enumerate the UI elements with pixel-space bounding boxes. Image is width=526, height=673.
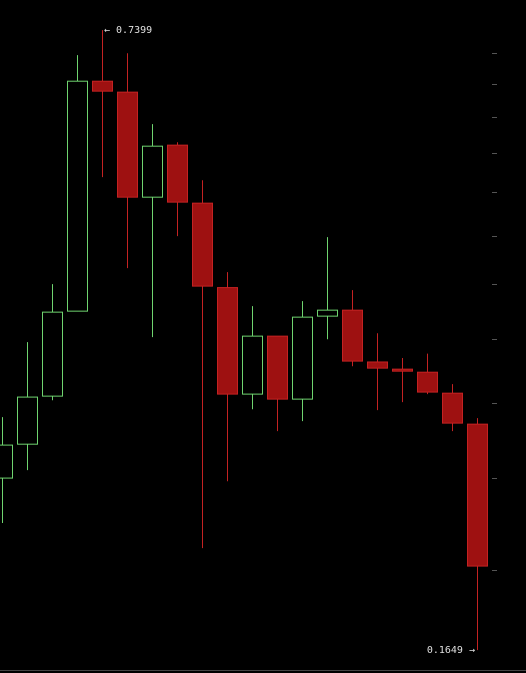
candle-body: [0, 444, 13, 479]
candle-body: [342, 309, 363, 362]
candle-body: [242, 335, 263, 395]
candle-body: [217, 287, 238, 395]
candle-body: [67, 80, 88, 312]
price-annotation: 0.1649 →: [427, 645, 475, 656]
candle-body: [42, 311, 63, 397]
candle-body: [317, 309, 338, 317]
candle-body: [17, 396, 38, 445]
price-annotation: ← 0.7399: [104, 25, 152, 36]
candle-body: [417, 371, 438, 393]
candle-body: [442, 392, 463, 424]
candle-body: [167, 144, 188, 203]
candle-body: [117, 91, 138, 198]
candle-body: [267, 335, 288, 400]
candle-body: [367, 361, 388, 369]
candle-body: [392, 368, 413, 372]
candle-body: [467, 423, 488, 567]
candle-body: [192, 202, 213, 287]
candle-body: [292, 316, 313, 400]
candle-body: [142, 145, 163, 198]
candle-body: [92, 80, 113, 92]
